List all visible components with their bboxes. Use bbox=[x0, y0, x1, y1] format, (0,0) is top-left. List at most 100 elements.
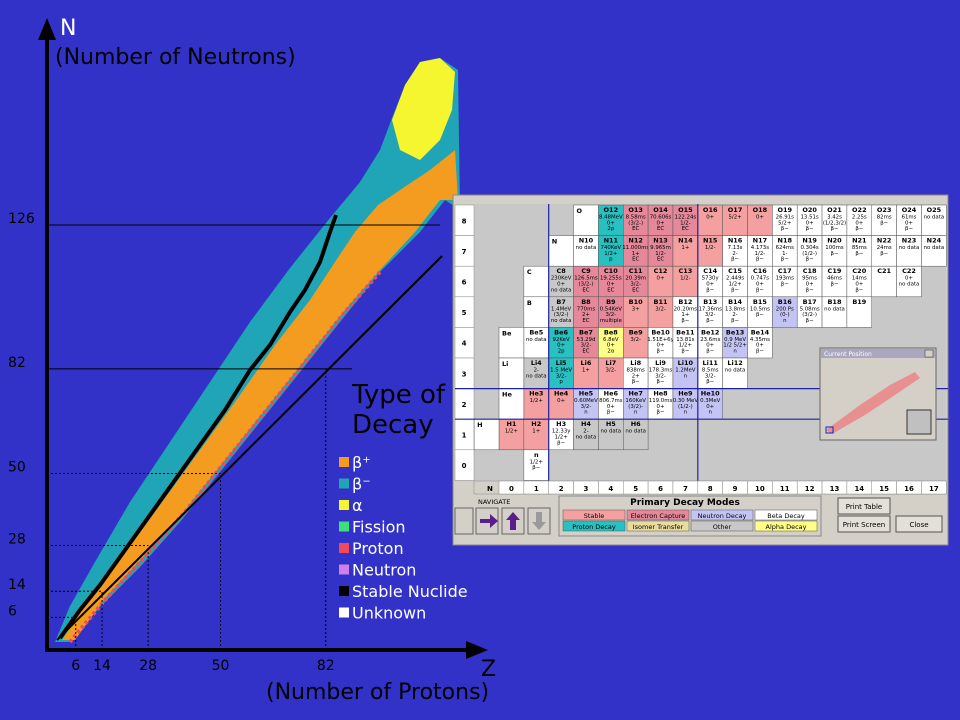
nuclide-info: 7.13s bbox=[728, 245, 743, 251]
nuclide-cell[interactable] bbox=[548, 388, 574, 420]
nuclide-cell[interactable] bbox=[846, 296, 873, 328]
nuclide-info: no data bbox=[576, 435, 597, 441]
nuclide-cell[interactable] bbox=[846, 235, 873, 267]
nuclide-cell[interactable] bbox=[921, 204, 947, 236]
element-cell bbox=[498, 357, 525, 389]
element-label: O bbox=[577, 207, 583, 215]
nuclide-cell[interactable] bbox=[672, 388, 699, 420]
nuclide-cell[interactable] bbox=[821, 235, 848, 267]
nuclide-cell[interactable] bbox=[548, 265, 574, 298]
nuclide-cell[interactable] bbox=[772, 204, 798, 236]
nuclide-info: 95ms bbox=[802, 276, 817, 282]
nuclide-cell[interactable] bbox=[796, 235, 823, 267]
nuclide-cell[interactable] bbox=[821, 265, 848, 298]
nuclide-info: 1.4MeV bbox=[551, 306, 572, 312]
nuclide-cell[interactable] bbox=[697, 265, 723, 298]
nuclide-cell[interactable] bbox=[896, 265, 922, 298]
nuclide-info: 0.60MeV bbox=[574, 398, 598, 404]
column-label: 15 bbox=[879, 485, 889, 493]
nuclide-info: 3/2- bbox=[655, 306, 666, 312]
nuclide-cell[interactable] bbox=[896, 204, 922, 236]
nuclide-cell[interactable] bbox=[722, 204, 748, 236]
nuclide-info: (1/2-) bbox=[678, 404, 693, 410]
nuclide-name: N10 bbox=[579, 237, 594, 245]
nuclide-cell[interactable] bbox=[697, 204, 723, 236]
x-tick-label: 14 bbox=[93, 658, 111, 674]
nuclide-info: 3+ bbox=[632, 306, 640, 312]
button[interactable] bbox=[837, 515, 891, 533]
nuclide-cell[interactable] bbox=[722, 327, 748, 359]
nuclide-info: EC bbox=[632, 257, 639, 263]
nuclide-cell[interactable] bbox=[747, 327, 773, 359]
mode-swatch bbox=[690, 509, 754, 521]
button[interactable] bbox=[837, 497, 891, 515]
nuclide-cell[interactable] bbox=[772, 296, 798, 328]
nuclide-cell[interactable] bbox=[623, 327, 649, 359]
nuclide-cell[interactable] bbox=[573, 235, 599, 267]
nuclide-cell[interactable] bbox=[598, 265, 624, 298]
nuclide-info: 2.25s bbox=[852, 215, 867, 221]
nuclide-cell[interactable] bbox=[722, 265, 748, 298]
nuclide-cell[interactable] bbox=[722, 296, 748, 328]
nuclide-cell[interactable] bbox=[871, 265, 897, 298]
nuclide-info: 5.08ms bbox=[800, 306, 820, 312]
nuclide-cell[interactable] bbox=[921, 235, 947, 267]
nav-button[interactable] bbox=[454, 507, 474, 535]
nuclide-cell[interactable] bbox=[647, 265, 674, 298]
nuclide-cell[interactable] bbox=[672, 357, 699, 389]
nuclide-cell[interactable] bbox=[647, 357, 674, 389]
nuclide-cell[interactable] bbox=[623, 204, 649, 236]
nuclide-cell[interactable] bbox=[623, 265, 649, 298]
nuclide-cell[interactable] bbox=[598, 327, 624, 359]
nuclide-info: 0+ bbox=[557, 398, 565, 404]
nuclide-cell[interactable] bbox=[796, 204, 823, 236]
x-label: Z bbox=[481, 657, 496, 682]
nuclide-cell[interactable] bbox=[523, 388, 549, 420]
nuclide-cell[interactable] bbox=[523, 418, 549, 451]
nuclide-cell[interactable] bbox=[697, 296, 723, 328]
nuclide-cell[interactable] bbox=[672, 265, 699, 298]
close-box[interactable] bbox=[924, 349, 934, 358]
nuclide-info: 2- bbox=[732, 312, 737, 318]
nuclide-cell[interactable] bbox=[647, 327, 674, 359]
nuclide-cell[interactable] bbox=[548, 327, 574, 359]
nuclide-cell[interactable] bbox=[796, 265, 823, 298]
nuclide-info: 12.33y bbox=[552, 429, 571, 435]
nuclide-cell[interactable] bbox=[573, 357, 599, 389]
nuclide-cell[interactable] bbox=[573, 418, 599, 451]
nuclide-cell[interactable] bbox=[647, 296, 674, 328]
nuclide-cell[interactable] bbox=[871, 204, 897, 236]
nuclide-cell[interactable] bbox=[747, 296, 773, 328]
nuclide-name: N21 bbox=[852, 237, 867, 245]
nuclide-cell[interactable] bbox=[598, 357, 624, 389]
column-label: 5 bbox=[633, 485, 638, 493]
nuclide-info: 5/2+ bbox=[728, 215, 741, 221]
nuclide-cell[interactable] bbox=[647, 388, 674, 420]
row-label: 7 bbox=[462, 248, 467, 256]
nuclide-cell[interactable] bbox=[821, 204, 848, 236]
nuclide-cell[interactable] bbox=[598, 296, 624, 328]
nuclide-name: O12 bbox=[604, 206, 619, 214]
nuclide-info: β− bbox=[855, 251, 863, 257]
nuclide-cell[interactable] bbox=[672, 296, 699, 328]
nuclide-info: β− bbox=[830, 251, 838, 257]
nuclide-info: β− bbox=[681, 349, 689, 355]
nuclide-info: 0.747s bbox=[751, 276, 769, 282]
nuclide-cell[interactable] bbox=[548, 357, 574, 389]
nuclide-cell[interactable] bbox=[697, 388, 723, 420]
legend-label: Fission bbox=[352, 518, 406, 537]
nuclide-cell[interactable] bbox=[796, 296, 823, 328]
nuclide-cell[interactable] bbox=[821, 296, 848, 328]
nuclide-name: N17 bbox=[753, 237, 768, 245]
nuclide-info: 200 Ps bbox=[776, 306, 794, 312]
nuclide-cell[interactable] bbox=[573, 265, 599, 298]
nuclide-info: EC bbox=[632, 226, 639, 232]
nuclide-cell[interactable] bbox=[871, 235, 897, 267]
nuclide-info: n bbox=[684, 373, 687, 379]
nuclide-name: H5 bbox=[606, 420, 616, 428]
button[interactable] bbox=[895, 515, 943, 533]
nuclide-cell[interactable] bbox=[896, 235, 922, 267]
nuclide-cell[interactable] bbox=[697, 357, 723, 389]
nuclide-cell[interactable] bbox=[772, 265, 798, 298]
nuclide-cell[interactable] bbox=[623, 418, 649, 451]
